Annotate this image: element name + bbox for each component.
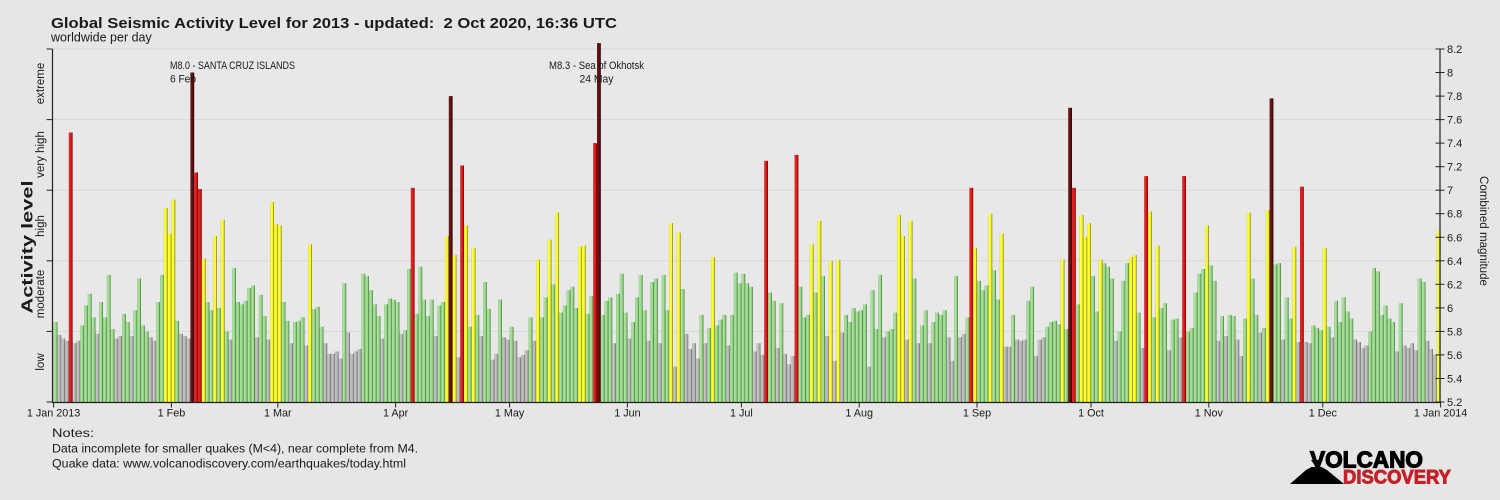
svg-text:7.6: 7.6 [1447,115,1462,127]
svg-text:1 Dec: 1 Dec [1309,408,1338,420]
svg-text:6.4: 6.4 [1447,256,1462,268]
svg-text:low: low [35,353,47,371]
svg-text:1 Aug: 1 Aug [845,408,873,420]
svg-text:1 Feb: 1 Feb [158,408,186,420]
svg-text:M8.3 - Sea of Okhotsk: M8.3 - Sea of Okhotsk [549,60,644,72]
svg-text:5.4: 5.4 [1447,374,1462,386]
svg-text:7.8: 7.8 [1447,91,1462,103]
svg-text:Quake data: www.volcanodiscove: Quake data: www.volcanodiscovery.com/ear… [52,457,406,471]
svg-text:extreme: extreme [35,63,47,105]
svg-text:worldwide per day: worldwide per day [50,31,152,45]
svg-text:1 Jul: 1 Jul [730,408,753,420]
svg-text:M8.0 - SANTA CRUZ ISLANDS: M8.0 - SANTA CRUZ ISLANDS [170,60,295,72]
svg-text:1 Sep: 1 Sep [963,408,991,420]
svg-text:Combined magnitude: Combined magnitude [1477,176,1489,286]
svg-text:very high: very high [35,131,47,178]
svg-text:1 Apr: 1 Apr [383,408,409,420]
svg-text:1 Oct: 1 Oct [1078,408,1104,420]
svg-text:Activity level: Activity level [20,181,37,314]
svg-text:6 Feb: 6 Feb [170,74,196,86]
svg-text:24 May: 24 May [580,74,614,86]
svg-text:7.4: 7.4 [1447,138,1462,150]
svg-text:1 May: 1 May [495,408,525,420]
svg-text:Data incomplete for smaller qu: Data incomplete for smaller quakes (M<4)… [52,441,418,455]
svg-text:Global Seismic Activity Level: Global Seismic Activity Level for 2013 -… [51,16,617,32]
svg-text:5.8: 5.8 [1447,326,1462,338]
svg-text:6.8: 6.8 [1447,209,1462,221]
svg-text:6: 6 [1447,303,1453,315]
svg-text:8.2: 8.2 [1447,44,1462,56]
svg-text:7: 7 [1447,185,1453,197]
svg-text:6.6: 6.6 [1447,232,1462,244]
svg-text:VOLCANO: VOLCANO [1310,447,1423,473]
svg-text:1 Nov: 1 Nov [1195,408,1224,420]
svg-text:1 Jan 2014: 1 Jan 2014 [1414,408,1467,420]
svg-text:5.6: 5.6 [1447,350,1462,362]
svg-text:Notes:: Notes: [52,426,94,440]
svg-text:8: 8 [1447,68,1453,80]
svg-text:DISCOVERY: DISCOVERY [1343,468,1451,489]
svg-text:6.2: 6.2 [1447,279,1462,291]
svg-text:moderate: moderate [35,270,47,319]
svg-text:7.2: 7.2 [1447,162,1462,174]
svg-text:1 Mar: 1 Mar [264,408,292,420]
svg-text:1 Jun: 1 Jun [614,408,640,420]
svg-text:high: high [35,215,47,237]
svg-text:5.2: 5.2 [1447,397,1462,409]
svg-text:1 Jan 2013: 1 Jan 2013 [27,408,80,420]
